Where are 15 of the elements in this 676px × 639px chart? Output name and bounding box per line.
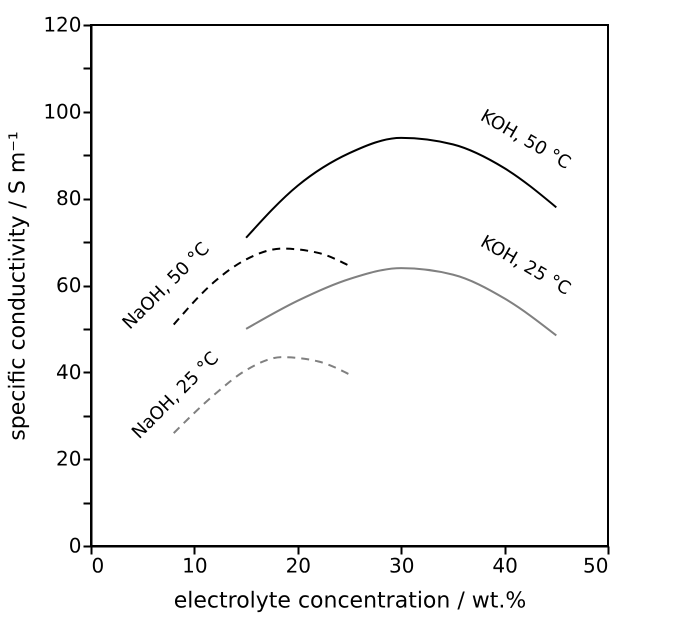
y-tick-label: 20	[56, 446, 82, 471]
y-tick-label: 40	[56, 360, 82, 384]
y-axis-title: specific conductivity / S m⁻¹	[5, 131, 30, 441]
x-tick-label: 20	[286, 554, 312, 578]
y-tick-label: 60	[56, 273, 82, 297]
y-tick-label: 0	[68, 534, 82, 558]
x-tick-label: 40	[492, 554, 518, 578]
y-tick-label: 100	[43, 99, 82, 124]
y-tick-label: 80	[56, 186, 82, 210]
y-tick-label: 120	[43, 12, 82, 36]
x-tick-label: 10	[182, 554, 208, 578]
x-tick-label: 50	[583, 554, 608, 578]
x-axis-title: electrolyte concentration / wt.%	[174, 588, 526, 614]
x-tick-label: 30	[388, 554, 414, 578]
x-tick-label: 0	[92, 554, 104, 578]
